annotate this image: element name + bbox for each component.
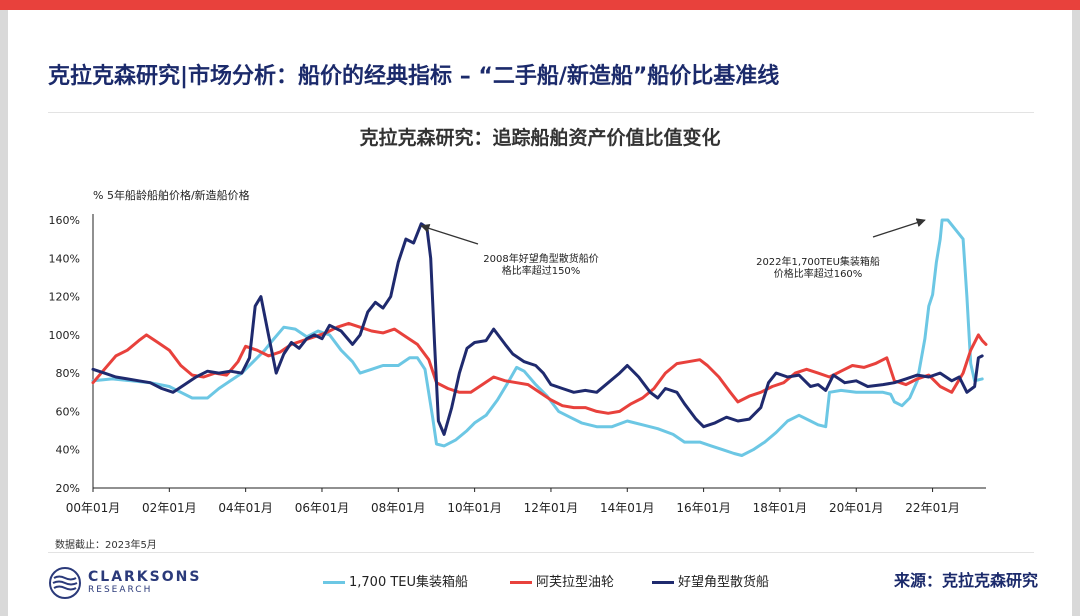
left-frame [0,10,8,616]
source-label: 来源：克拉克森研究 [893,571,1038,590]
series-line-2 [91,222,984,436]
y-tick-label: 80% [56,367,80,380]
clarksons-logo: CLARKSONS RESEARCH [48,566,228,600]
y-tick-label: 140% [49,252,80,265]
x-tick-label: 16年01月 [676,501,731,515]
logo-name: CLARKSONS [88,569,202,585]
y-axis-label: % 5年船龄船舶价格/新造船价格 [93,188,250,202]
x-tick-label: 18年01月 [753,501,808,515]
x-tick-label: 04年01月 [218,501,273,515]
series-line-1 [91,321,988,415]
legend-swatch [510,581,532,584]
footer-divider [48,552,1034,553]
y-tick-label: 40% [56,444,80,457]
page-title: 克拉克森研究|市场分析：船价的经典指标 – “二手船/新造船”船价比基准线 [48,64,780,89]
x-tick-label: 12年01月 [524,501,579,515]
annotation-text: 价格比率超过160% [774,267,863,280]
x-tick-label: 06年01月 [295,501,350,515]
x-tick-label: 22年01月 [905,501,960,515]
series-line-0 [91,218,984,457]
annotation-text: 2022年1,700TEU集装箱船 [756,255,880,268]
y-tick-label: 160% [49,214,80,227]
x-tick-label: 00年01月 [66,501,121,515]
y-tick-label: 120% [49,291,80,304]
legend-swatch [652,581,674,584]
y-tick-label: 100% [49,329,80,342]
legend-label: 1,700 TEU集装箱船 [349,575,469,590]
clarksons-logo-icon [49,567,81,599]
y-tick-label: 60% [56,405,80,418]
data-cutoff-note: 数据截止：2023年5月 [55,540,157,551]
title-divider [48,112,1034,113]
y-tick-label: 20% [56,482,80,495]
right-frame [1072,10,1080,616]
x-tick-label: 02年01月 [142,501,197,515]
legend-swatch [323,581,345,584]
x-tick-label: 20年01月 [829,501,884,515]
annotation-arrow [420,223,479,245]
legend-item-tanker: 阿芙拉型油轮 [510,571,615,590]
top-accent-bar [0,0,1080,10]
x-tick-label: 14年01月 [600,501,655,515]
legend-label: 好望角型散货船 [678,575,770,590]
x-tick-label: 10年01月 [447,501,502,515]
annotation-text: 2008年好望角型散货船价 [483,252,598,265]
logo-subtitle: RESEARCH [88,585,153,595]
annotation-arrow [872,218,926,238]
legend-item-container: 1,700 TEU集装箱船 [323,571,469,590]
x-tick-label: 08年01月 [371,501,426,515]
legend-item-bulker: 好望角型散货船 [652,571,770,590]
legend-label: 阿芙拉型油轮 [536,575,615,590]
annotation-text: 格比率超过150% [502,264,581,277]
chart-title: 克拉克森研究：追踪船舶资产价值比值变化 [359,127,721,149]
